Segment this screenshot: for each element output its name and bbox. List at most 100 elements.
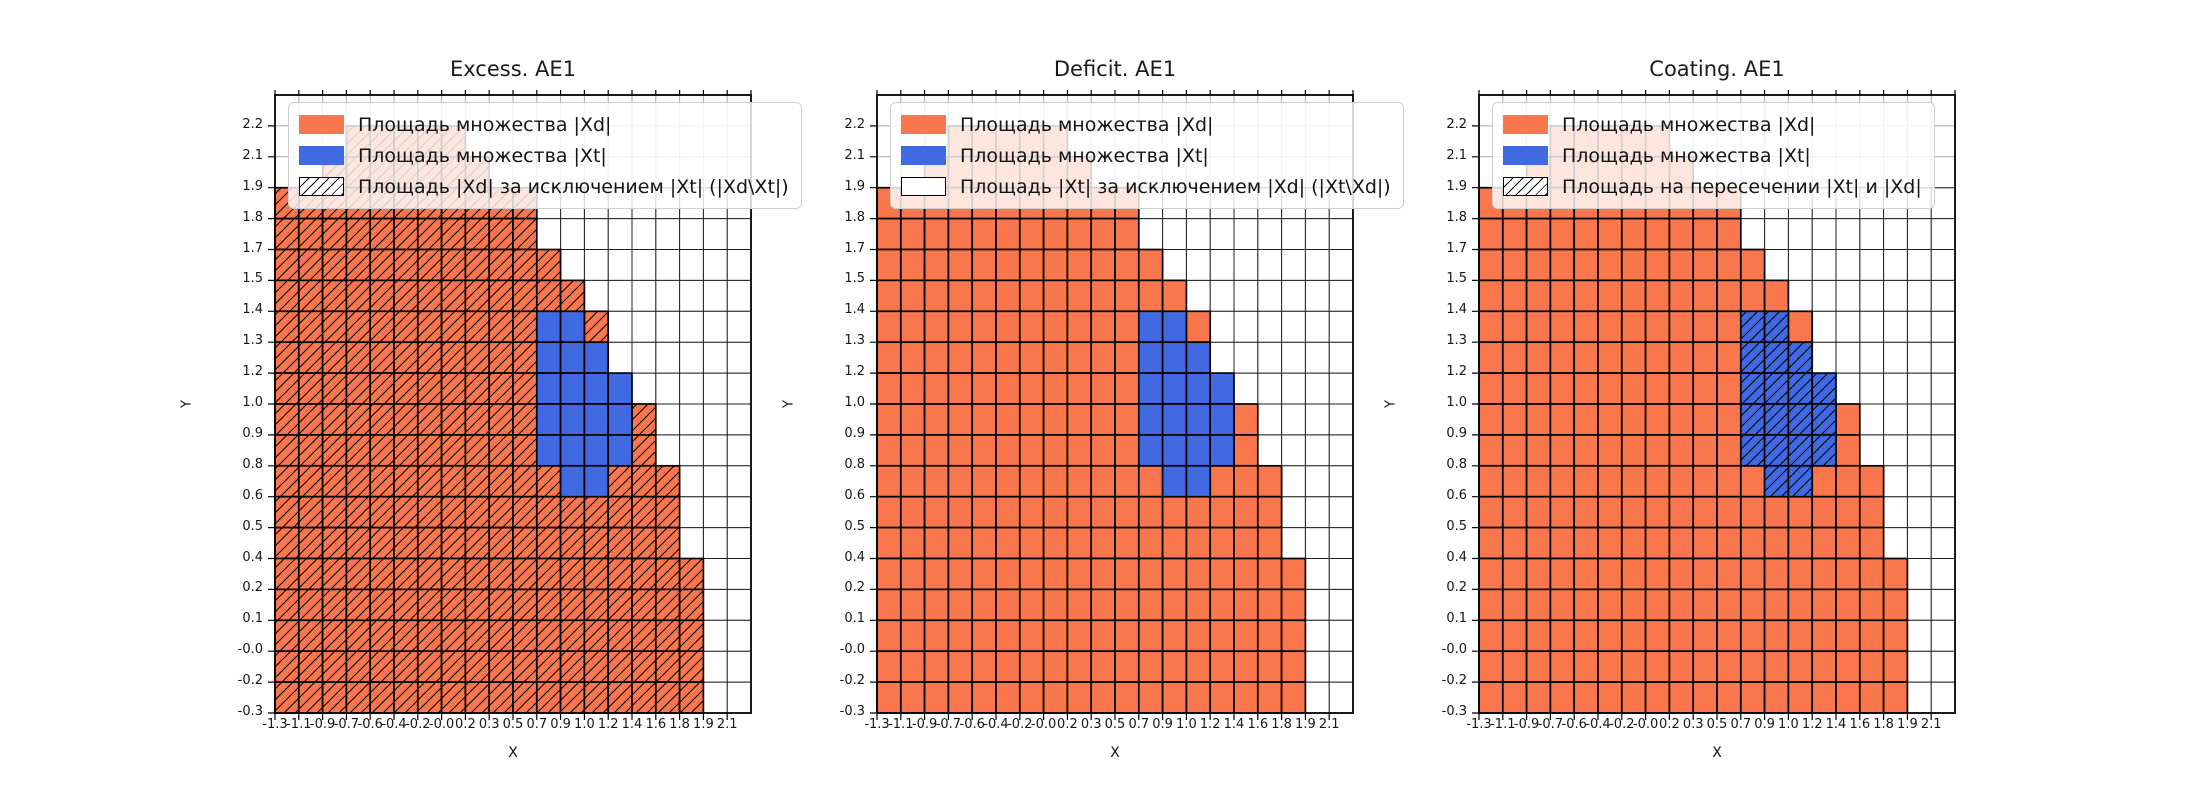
x-tick-label: 1.4 — [621, 717, 643, 732]
legend-item: Площадь множества |Xd| — [901, 109, 1391, 140]
x-tick-label: 0.5 — [1104, 717, 1126, 732]
x-tick-label: -0.2 — [1609, 717, 1635, 732]
x-tick-label: 0.2 — [455, 717, 476, 732]
x-tick-label: 1.2 — [1801, 717, 1823, 732]
legend-label: Площадь множества |Xd| — [1562, 113, 1816, 136]
y-tick-label: -0.3 — [839, 704, 865, 719]
y-tick-label: 1.7 — [844, 240, 865, 256]
x-tick-label: 1.4 — [1825, 717, 1847, 732]
x-tick-label: 1.2 — [1199, 717, 1221, 732]
legend: Площадь множества |Xd| Площадь множества… — [890, 102, 1404, 209]
y-tick-label: 0.4 — [1446, 549, 1467, 565]
heatmap-grid — [268, 90, 752, 720]
x-tick-label: 1.9 — [1897, 717, 1918, 732]
y-tick-label: 2.2 — [1446, 116, 1467, 132]
x-tick-label: 1.0 — [1176, 717, 1197, 732]
x-axis-label: X — [1712, 745, 1722, 761]
legend-swatch-empty — [901, 177, 946, 196]
y-tick-label: 0.8 — [844, 456, 865, 472]
y-tick-label: 0.9 — [844, 425, 865, 441]
legend-item: Площадь множества |Xt| — [1503, 140, 1922, 171]
y-tick-label: 1.8 — [1446, 209, 1467, 225]
y-tick-label: 0.6 — [1446, 487, 1467, 503]
y-tick-label: 1.2 — [242, 364, 263, 380]
x-tick-label: 2.1 — [1318, 717, 1340, 732]
x-tick-label: -1.1 — [888, 717, 914, 732]
y-tick-label: 1.5 — [844, 271, 865, 287]
y-tick-label: 1.4 — [844, 302, 865, 318]
plot-title: Deficit. AE1 — [1053, 57, 1177, 81]
x-tick-label: 1.9 — [693, 717, 714, 732]
x-tick-label: -0.7 — [333, 717, 360, 732]
legend: Площадь множества |Xd| Площадь множества… — [1492, 102, 1935, 209]
y-tick-label: 1.9 — [1446, 178, 1467, 194]
x-tick-label: 0.3 — [1682, 717, 1704, 732]
legend-item: Площадь множества |Xt| — [901, 140, 1391, 171]
legend-item: Площадь множества |Xd| — [1503, 109, 1922, 140]
y-tick-label: 0.1 — [1446, 611, 1467, 627]
y-tick-label: -0.3 — [1441, 704, 1467, 719]
y-tick-label: 1.8 — [844, 209, 865, 225]
y-tick-label: 1.7 — [242, 240, 263, 256]
y-tick-label: 1.3 — [844, 333, 865, 349]
x-tick-label: 0.9 — [1152, 717, 1173, 732]
x-tick-label: -0.6 — [1561, 717, 1587, 732]
legend-swatch-xd — [1503, 115, 1548, 134]
x-tick-label: 1.2 — [597, 717, 619, 732]
x-axis-label: X — [508, 745, 518, 761]
y-tick-label: -0.0 — [237, 642, 263, 658]
x-tick-label: 2.1 — [716, 717, 738, 732]
y-tick-label: 0.8 — [242, 456, 263, 472]
y-tick-label: -0.0 — [1441, 642, 1467, 658]
y-axis-label: Y — [781, 400, 797, 408]
legend-label: Площадь множества |Xd| — [358, 113, 612, 136]
y-tick-label: 0.1 — [242, 611, 263, 627]
y-axis-label: Y — [1383, 400, 1399, 408]
y-tick-label: 0.4 — [844, 549, 865, 565]
legend-swatch-hatch — [299, 177, 344, 196]
y-tick-label: 1.9 — [242, 178, 263, 194]
legend-item: Площадь множества |Xd| — [299, 109, 789, 140]
y-tick-label: 0.2 — [1446, 580, 1467, 596]
x-tick-label: 0.3 — [1080, 717, 1102, 732]
x-tick-label: 1.4 — [1223, 717, 1245, 732]
y-tick-label: 0.9 — [1446, 425, 1467, 441]
y-tick-label: 0.9 — [242, 425, 263, 441]
y-tick-label: 2.1 — [1446, 147, 1467, 163]
x-tick-label: 0.9 — [1754, 717, 1775, 732]
x-tick-label: 1.6 — [645, 717, 667, 732]
legend-swatch-hatch — [1503, 177, 1548, 196]
x-tick-label: 1.0 — [574, 717, 595, 732]
y-tick-label: 1.4 — [242, 302, 263, 318]
x-tick-label: 0.2 — [1659, 717, 1680, 732]
x-tick-label: 0.2 — [1057, 717, 1078, 732]
legend-label: Площадь множества |Xt| — [358, 144, 607, 167]
y-tick-label: 1.9 — [844, 178, 865, 194]
y-tick-label: 2.1 — [844, 147, 865, 163]
legend-swatch-xd — [901, 115, 946, 134]
y-tick-label: 2.2 — [242, 116, 263, 132]
legend-item: Площадь |Xd| за исключением |Xt| (|Xd\Xt… — [299, 171, 789, 202]
y-tick-label: -0.2 — [237, 673, 263, 689]
legend-label: Площадь |Xt| за исключением |Xd| (|Xt\Xd… — [960, 175, 1391, 198]
legend-item: Площадь множества |Xt| — [299, 140, 789, 171]
x-tick-label: -1.3 — [262, 717, 288, 732]
legend-swatch-xt — [299, 146, 344, 165]
subplot-excess: Excess. AE1 2.2 2.1 1.9 1.8 1.7 1.5 1.4 1.3 1.2 1… — [180, 57, 802, 761]
x-tick-label: 0.9 — [550, 717, 571, 732]
plot-title: Coating. AE1 — [1649, 57, 1785, 81]
x-tick-label: -0.4 — [381, 717, 407, 732]
y-axis-label: Y — [179, 400, 195, 408]
x-tick-label: -0.9 — [309, 717, 336, 732]
legend-label: Площадь множества |Xt| — [960, 144, 1209, 167]
x-tick-label: 1.8 — [1271, 717, 1292, 732]
y-tick-label: 1.7 — [1446, 240, 1467, 256]
x-tick-label: -0.0 — [1632, 717, 1659, 732]
legend-label: Площадь множества |Xt| — [1562, 144, 1811, 167]
y-tick-label: 0.5 — [1446, 518, 1467, 534]
y-tick-label: 0.5 — [844, 518, 865, 534]
x-tick-label: 2.1 — [1920, 717, 1942, 732]
x-tick-label: -0.7 — [1537, 717, 1564, 732]
y-tick-label: 1.3 — [1446, 333, 1467, 349]
